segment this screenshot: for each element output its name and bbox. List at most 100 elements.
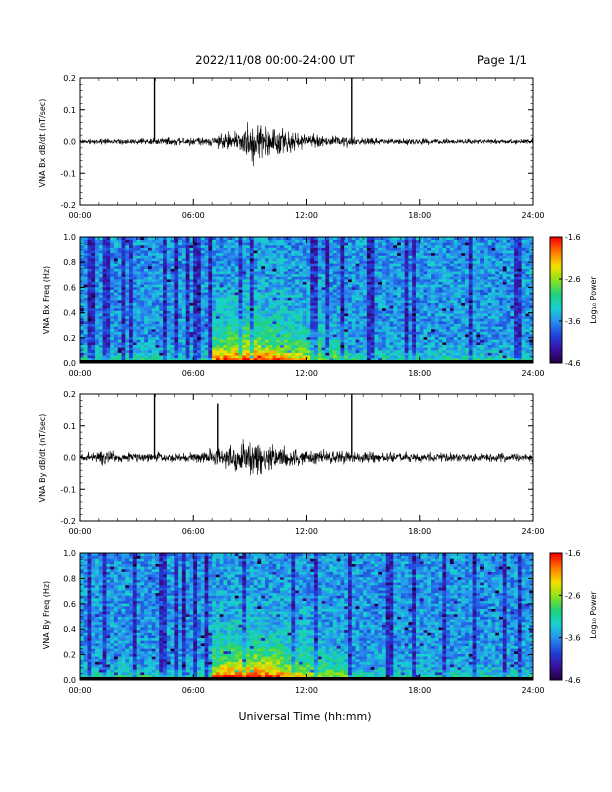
bx-spectrogram-cell [336, 352, 341, 356]
bx-spectrogram-cell [287, 323, 292, 327]
bx-spectrogram-cell [129, 352, 134, 356]
bx-spectrogram-cell [144, 297, 149, 301]
bx-spectrogram-cell [166, 258, 171, 262]
bx-spectrogram-cell [287, 247, 292, 251]
bx-spectrogram-cell [223, 263, 228, 267]
bx-spectrogram-cell [189, 247, 194, 251]
bx-spectrogram-cell [166, 323, 171, 327]
bx-spectrogram-cell [449, 292, 455, 296]
bx-spectrogram-cell [393, 250, 398, 254]
bx-spectrogram-cell [363, 297, 368, 301]
bx-spectrogram-cell [283, 258, 289, 262]
bx-spectrogram-cell [234, 286, 239, 290]
bx-spectrogram-cell [295, 286, 300, 290]
bx-spectrogram-cell [204, 289, 209, 293]
bx-spectrogram-cell [310, 355, 315, 359]
bx-spectrogram-cell [231, 279, 236, 283]
bx-spectrogram-cell [280, 242, 285, 246]
bx-spectrogram-cell [170, 339, 175, 343]
bx-spectrogram-cell [272, 279, 277, 283]
bx-spectrogram-cell [295, 247, 300, 251]
bx-spectrogram-cell [306, 292, 311, 296]
bx-spectrogram-cell [91, 242, 96, 246]
bx-spectrogram-cell [249, 334, 255, 338]
bx-spectrogram-cell [378, 315, 383, 319]
bx-spectrogram-cell [314, 250, 319, 254]
bx-spectrogram-cell [181, 305, 187, 309]
bx-spectrogram-cell [415, 300, 421, 304]
bx-spectrogram-cell [163, 307, 168, 311]
bx-spectrogram-cell [249, 321, 255, 325]
bx-spectrogram-cell [446, 328, 451, 332]
bx-spectrogram-cell [234, 271, 239, 275]
bx-spectrogram-cell [227, 279, 232, 283]
bx-spectrogram-cell [140, 323, 145, 327]
bx-spectrogram-cell [268, 279, 273, 283]
bx-spectrogram-cell [208, 328, 213, 332]
bx-spectrogram-cell [163, 349, 168, 353]
bx-spectrogram-cell [208, 289, 213, 293]
bx-spectrogram-cell [378, 292, 383, 296]
bx-spectrogram-cell [291, 326, 296, 330]
bx-spectrogram-cell [261, 321, 266, 325]
bx-spectrogram-cell [400, 323, 406, 327]
bx-spectrogram-cell [389, 263, 394, 267]
bx-spectrogram-cell [283, 286, 289, 290]
bx-spectrogram-cell [178, 250, 183, 254]
bx-spectrogram-cell [144, 300, 149, 304]
bx-spectrogram-cell [98, 289, 104, 293]
bx-spectrogram-cell [442, 310, 447, 314]
bx-spectrogram-cell [166, 244, 171, 248]
bx-spectrogram-cell [427, 255, 432, 259]
bx-spectrogram-cell [325, 237, 330, 241]
bx-spectrogram-cell [215, 289, 221, 293]
bx-spectrogram-cell [227, 258, 232, 262]
bx-spectrogram-cell [419, 344, 424, 348]
bx-spectrogram-cell [193, 289, 198, 293]
bx-spectrogram-cell [257, 289, 262, 293]
bx-spectrogram-cell [227, 334, 232, 338]
bx-spectrogram-cell [102, 318, 107, 322]
bx-spectrogram-cell [264, 244, 270, 248]
bx-spectrogram-cell [257, 268, 262, 272]
bx-spectrogram-cell [110, 242, 115, 246]
bx-spectrogram-cell [438, 326, 443, 330]
bx-spectrogram-cell [306, 265, 311, 269]
bx-spectrogram-cell [404, 318, 409, 322]
bx-spectrogram-cell [117, 334, 122, 338]
bx-spectrogram-cell [129, 263, 134, 267]
bx-spectrogram-cell [147, 331, 153, 335]
bx-spectrogram-cell [378, 284, 383, 288]
bx-spectrogram-cell [291, 355, 296, 359]
bx-spectrogram-cell [249, 255, 255, 259]
bx-spectrogram-cell [140, 265, 145, 269]
bx-spectrogram-cell [219, 342, 224, 346]
bx-spectrogram-cell [193, 276, 198, 280]
bx-spectrogram-cell [95, 294, 100, 298]
bx-spectrogram-cell [374, 342, 379, 346]
bx-spectrogram-cell [170, 237, 175, 241]
bx-spectrogram-cell [144, 260, 149, 264]
bx-spectrogram-cell [170, 273, 175, 277]
bx-spectrogram-cell [321, 292, 326, 296]
bx-spectrogram-cell [208, 252, 213, 256]
bx-spectrogram-cell [434, 321, 440, 325]
bx-spectrogram-cell [227, 357, 232, 361]
bx-spectrogram-cell [234, 263, 239, 267]
bx-spectrogram-cell [163, 284, 168, 288]
bx-spectrogram-cell [257, 323, 262, 327]
bx-spectrogram-cell [344, 326, 349, 330]
bx-spectrogram-cell [415, 258, 421, 262]
bx-spectrogram-cell [329, 321, 334, 325]
bx-spectrogram-cell [442, 265, 447, 269]
bx-spectrogram-cell [397, 258, 402, 262]
bx-spectrogram-cell [457, 307, 462, 311]
bx-spectrogram-cell [412, 247, 417, 251]
bx-spectrogram-cell [321, 352, 326, 356]
bx-spectrogram-cell [231, 307, 236, 311]
bx-spectrogram-cell [87, 268, 92, 272]
bx-spectrogram-cell [238, 294, 243, 298]
bx-spectrogram-cell [363, 344, 368, 348]
bx-spectrogram-cell [253, 286, 258, 290]
bx-spectrogram-cell [412, 268, 417, 272]
